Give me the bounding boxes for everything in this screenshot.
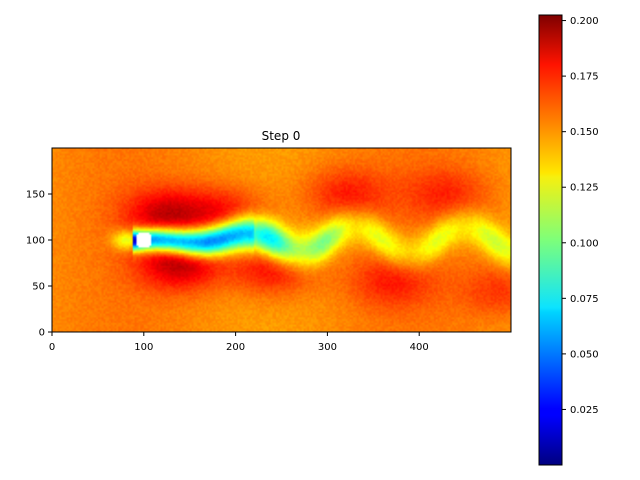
- y-tick-label: 100: [26, 236, 45, 247]
- x-tick-label: 300: [318, 342, 337, 353]
- x-tick-label: 100: [134, 342, 153, 353]
- velocity-field-image: [52, 148, 511, 332]
- colorbar-tick-label: 0.025: [570, 405, 599, 416]
- colorbar-tick-label: 0.150: [570, 127, 599, 138]
- colorbar-tick-label: 0.100: [570, 238, 599, 249]
- colorbar-tick-label: 0.075: [570, 294, 599, 305]
- colorbar-tick-label: 0.050: [570, 349, 599, 360]
- colorbar-tick-label: 0.200: [570, 16, 599, 27]
- colorbar-tick-label: 0.125: [570, 183, 599, 194]
- x-axis: 0 100 200 300 400: [49, 332, 429, 353]
- colorbar-tick-label: 0.175: [570, 72, 599, 83]
- colorbar-ticks: 0.025 0.050 0.075 0.100 0.125 0.150 0.175 0.200: [562, 16, 599, 416]
- x-tick-label: 400: [410, 342, 429, 353]
- y-tick-label: 50: [32, 282, 45, 293]
- heatmap-plot-area: [51, 147, 512, 333]
- y-axis: 0 50 100 150: [26, 190, 52, 339]
- colorbar-gradient: [538, 14, 563, 466]
- y-tick-label: 150: [26, 190, 45, 201]
- x-tick-label: 0: [49, 342, 55, 353]
- colorbar: 0.025 0.050 0.075 0.100 0.125 0.150 0.175 0.200: [538, 14, 599, 466]
- y-tick-label: 0: [39, 328, 45, 339]
- chart-title: Step 0: [262, 129, 301, 143]
- x-tick-label: 200: [226, 342, 245, 353]
